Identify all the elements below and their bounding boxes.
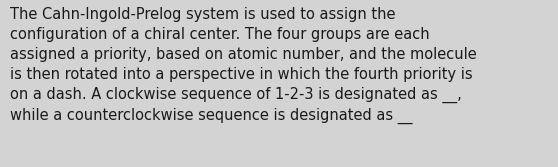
- Text: The Cahn-Ingold-Prelog system is used to assign the
configuration of a chiral ce: The Cahn-Ingold-Prelog system is used to…: [10, 7, 477, 124]
